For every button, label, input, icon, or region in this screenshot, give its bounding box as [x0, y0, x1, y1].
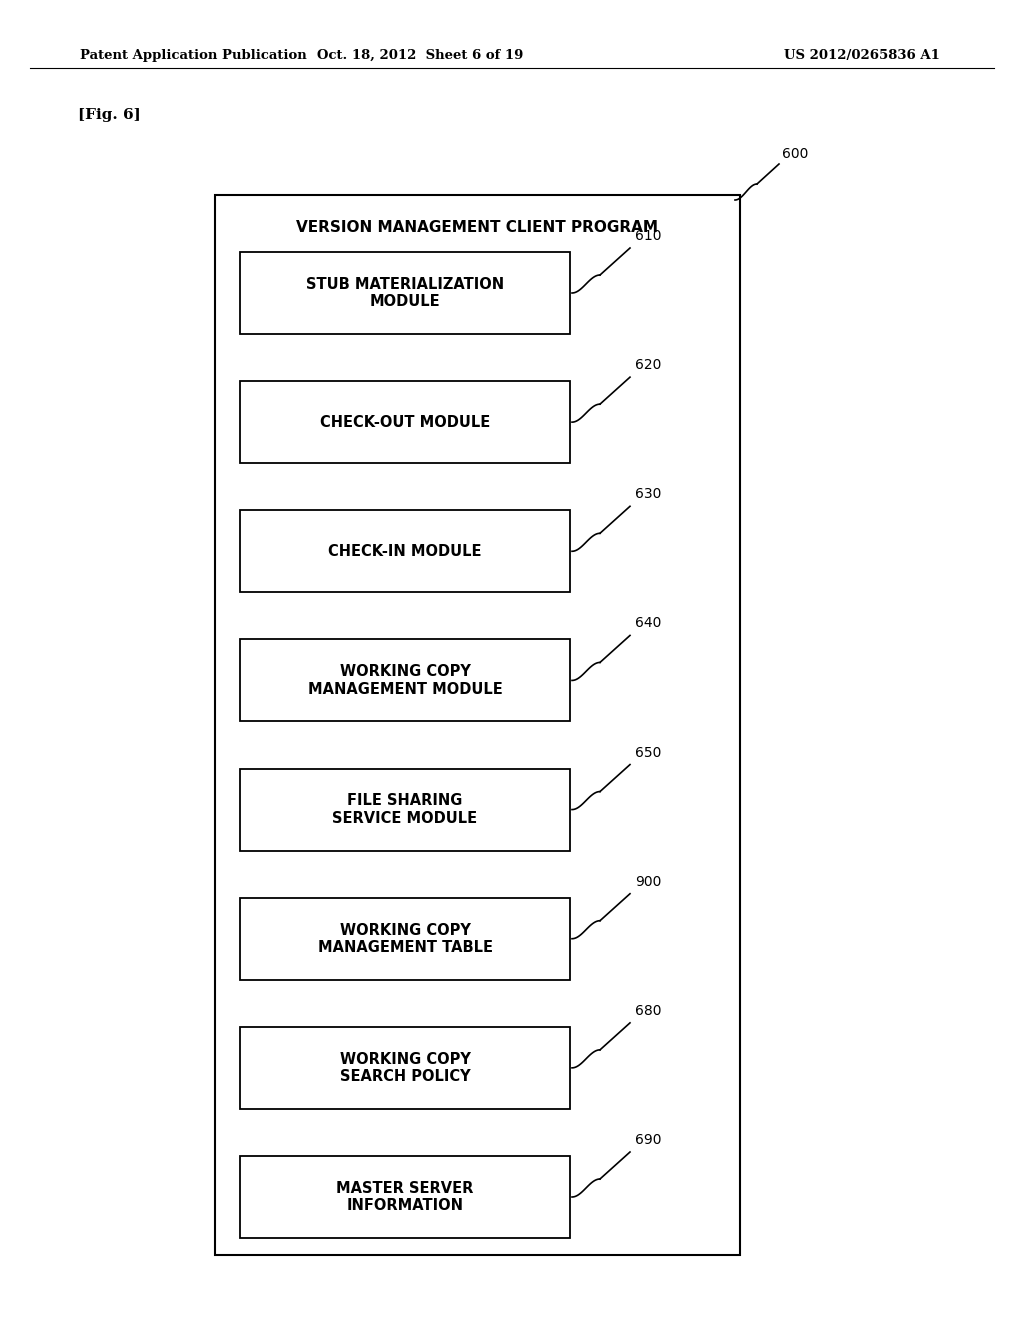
Bar — [240, 898, 570, 979]
Text: FILE SHARING
SERVICE MODULE: FILE SHARING SERVICE MODULE — [333, 793, 477, 826]
Text: VERSION MANAGEMENT CLIENT PROGRAM: VERSION MANAGEMENT CLIENT PROGRAM — [297, 219, 658, 235]
Text: CHECK-IN MODULE: CHECK-IN MODULE — [329, 544, 481, 558]
Bar — [240, 252, 570, 334]
Bar — [240, 1156, 570, 1238]
Text: US 2012/0265836 A1: US 2012/0265836 A1 — [784, 49, 940, 62]
Bar — [240, 768, 570, 850]
Text: Oct. 18, 2012  Sheet 6 of 19: Oct. 18, 2012 Sheet 6 of 19 — [316, 49, 523, 62]
Bar — [240, 511, 570, 593]
Text: CHECK-OUT MODULE: CHECK-OUT MODULE — [319, 414, 490, 429]
Text: WORKING COPY
SEARCH POLICY: WORKING COPY SEARCH POLICY — [340, 1052, 470, 1084]
Bar — [240, 1027, 570, 1109]
Bar — [240, 381, 570, 463]
Text: 680: 680 — [635, 1003, 662, 1018]
Text: [Fig. 6]: [Fig. 6] — [78, 108, 140, 121]
Text: 900: 900 — [635, 875, 662, 888]
Text: 630: 630 — [635, 487, 662, 502]
Bar — [215, 195, 740, 1255]
Text: STUB MATERIALIZATION
MODULE: STUB MATERIALIZATION MODULE — [306, 277, 504, 309]
Text: MASTER SERVER
INFORMATION: MASTER SERVER INFORMATION — [336, 1181, 474, 1213]
Text: Patent Application Publication: Patent Application Publication — [80, 49, 307, 62]
Text: 600: 600 — [782, 147, 808, 161]
Text: 640: 640 — [635, 616, 662, 631]
Bar — [240, 639, 570, 722]
Text: 620: 620 — [635, 358, 662, 372]
Text: 650: 650 — [635, 746, 662, 759]
Text: WORKING COPY
MANAGEMENT MODULE: WORKING COPY MANAGEMENT MODULE — [307, 664, 503, 697]
Text: 610: 610 — [635, 228, 662, 243]
Text: WORKING COPY
MANAGEMENT TABLE: WORKING COPY MANAGEMENT TABLE — [317, 923, 493, 954]
Text: 690: 690 — [635, 1133, 662, 1147]
